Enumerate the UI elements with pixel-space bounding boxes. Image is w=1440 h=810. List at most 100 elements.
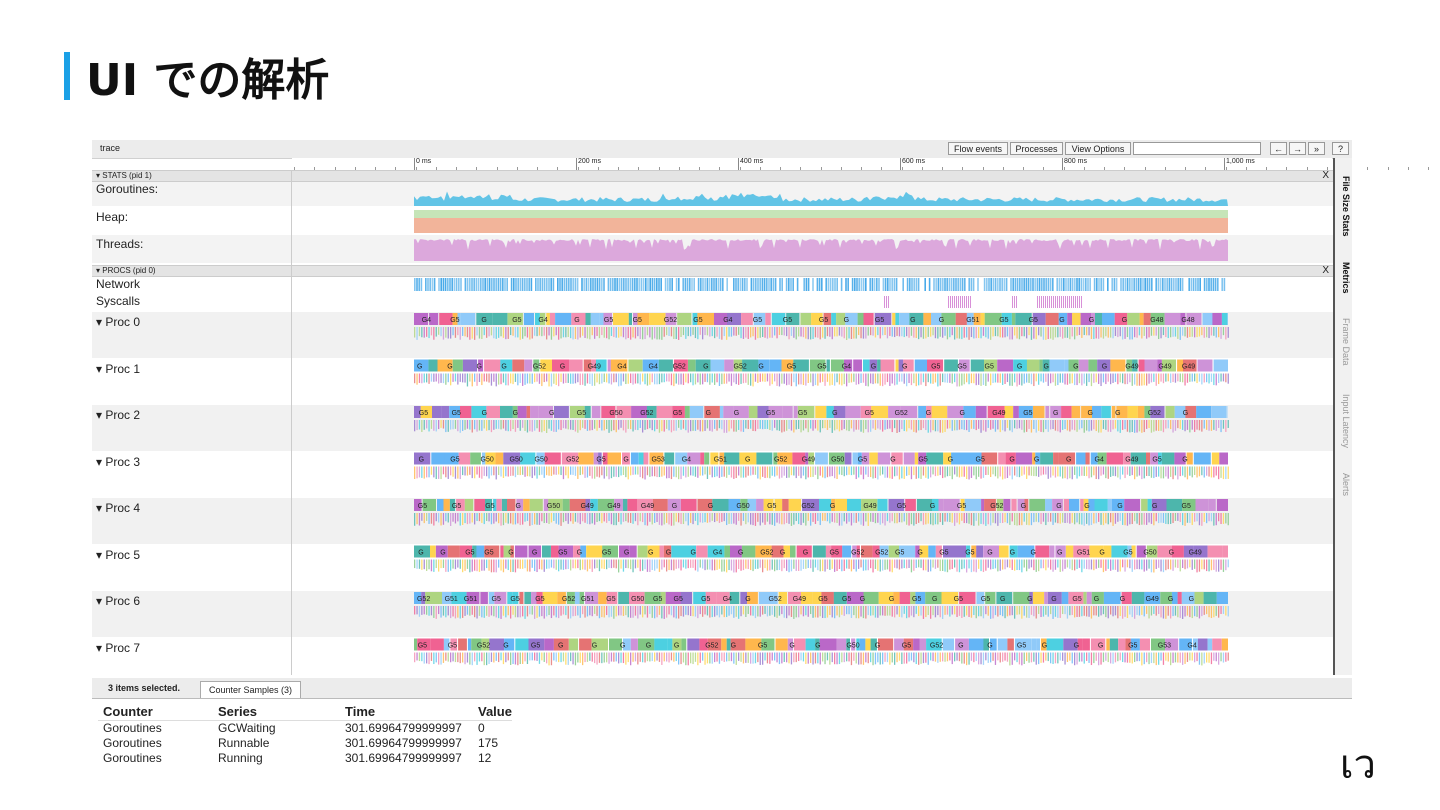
procs-group-header[interactable]: ▾ PROCS (pid 0) X	[92, 265, 1333, 277]
goroutine-substripe	[632, 513, 634, 524]
table-row[interactable]: Goroutines Running 301.69964799999997 12	[98, 751, 512, 766]
goroutine-substripe	[747, 559, 749, 570]
goroutine-slice	[865, 638, 871, 651]
goroutine-substripe	[992, 373, 994, 383]
proc-label-1[interactable]: ▾ Proc 1	[96, 361, 141, 376]
syscall-event	[1037, 296, 1038, 308]
proc-label-4[interactable]: ▾ Proc 4	[96, 501, 141, 515]
goroutine-slice	[925, 592, 942, 604]
goroutine-substripe	[582, 373, 584, 385]
side-tab-alerts[interactable]: Alerts	[1341, 473, 1351, 497]
goroutine-substripe	[1112, 373, 1114, 383]
side-tab-frame-data[interactable]: Frame Data	[1341, 318, 1351, 366]
goroutine-substripe	[1093, 327, 1095, 340]
goroutine-substripe	[1122, 559, 1124, 568]
proc-label-2[interactable]: ▾ Proc 2	[96, 408, 141, 422]
goroutine-substripe	[1220, 466, 1222, 478]
goroutine-substripe	[697, 606, 699, 619]
proc-label-6[interactable]: ▾ Proc 6	[96, 594, 141, 608]
goroutine-substripe	[766, 466, 769, 478]
goroutine-substripe	[1143, 420, 1145, 433]
goroutine-substripe	[781, 466, 783, 478]
table-row[interactable]: Goroutines Runnable 301.69964799999997 1…	[98, 736, 512, 751]
processes-button[interactable]: Processes	[1010, 142, 1063, 155]
goroutine-slice	[568, 638, 579, 651]
network-event	[440, 278, 442, 291]
proc-label-3[interactable]: ▾ Proc 3	[96, 454, 141, 469]
proc-label-7[interactable]: ▾ Proc 7	[96, 640, 141, 655]
view-options-button[interactable]: View Options	[1065, 142, 1131, 155]
ruler-tick	[496, 167, 498, 170]
goroutine-substripe	[1057, 513, 1059, 524]
goroutine-substripe	[958, 327, 961, 339]
goroutine-substripe	[651, 606, 653, 618]
goroutine-slice-label: G	[1021, 503, 1026, 510]
flow-events-button[interactable]: Flow events	[948, 142, 1008, 155]
goroutine-substripe	[711, 513, 713, 521]
goroutine-substripe	[822, 559, 824, 572]
goroutine-substripe	[514, 466, 517, 478]
side-tab-input-latency[interactable]: Input Latency	[1341, 394, 1351, 449]
goroutine-substripe	[846, 466, 848, 476]
goroutine-slice	[1032, 592, 1045, 604]
forward-arrow-icon[interactable]: →	[1289, 142, 1306, 155]
goroutine-substripe	[886, 327, 889, 339]
goroutine-substripe	[1057, 327, 1059, 338]
goroutine-substripe	[999, 652, 1001, 663]
goroutine-slice	[1194, 592, 1204, 604]
side-tab-metrics[interactable]: Metrics	[1341, 262, 1351, 294]
goroutine-slice	[955, 638, 969, 651]
goroutine-substripe	[1014, 466, 1016, 476]
proc-label-0[interactable]: ▾ Proc 0	[96, 315, 141, 329]
back-arrow-icon[interactable]: ←	[1270, 142, 1287, 155]
goroutine-substripe	[802, 652, 805, 662]
goroutine-substripe	[930, 420, 932, 433]
stats-close-icon[interactable]: X	[1322, 170, 1329, 181]
table-row[interactable]: Goroutines GCWaiting 301.69964799999997 …	[98, 721, 512, 737]
goroutine-substripe	[613, 466, 615, 477]
goroutine-slice	[523, 499, 530, 511]
goroutine-substripe	[951, 559, 953, 570]
goroutine-slice-label: G	[418, 550, 423, 557]
goroutine-substripe	[942, 466, 944, 479]
goroutine-substripe	[1222, 606, 1225, 614]
network-event	[939, 278, 942, 291]
ruler-tick	[395, 167, 397, 170]
goroutine-substripe	[1009, 652, 1011, 666]
goroutine-substripe	[836, 652, 838, 665]
help-icon[interactable]: ?	[1332, 142, 1349, 155]
network-event	[491, 278, 493, 291]
goroutine-substripe	[925, 513, 927, 525]
network-event	[889, 278, 891, 291]
goroutine-slice	[562, 499, 570, 511]
goroutine-substripe	[438, 606, 440, 615]
goroutine-slice-label: G5	[452, 410, 461, 417]
procs-close-icon[interactable]: X	[1322, 265, 1329, 276]
goroutine-substripe	[1155, 652, 1157, 666]
goroutine-substripe	[466, 652, 469, 663]
tab-counter-samples[interactable]: Counter Samples (3)	[200, 681, 302, 698]
goroutine-substripe	[661, 606, 663, 619]
network-event	[944, 278, 946, 291]
goroutine-substripe	[433, 466, 435, 478]
proc-label-5[interactable]: ▾ Proc 5	[96, 547, 141, 562]
goroutine-substripe	[1018, 559, 1021, 571]
side-tab-file-size-stats[interactable]: File Size Stats	[1341, 176, 1351, 237]
goroutine-substripe	[764, 466, 766, 479]
goroutine-substripe	[726, 606, 728, 618]
more-icon[interactable]: »	[1308, 142, 1325, 155]
goroutine-substripe	[644, 559, 646, 570]
goroutine-substripe	[1122, 327, 1124, 340]
search-input[interactable]	[1133, 142, 1261, 155]
network-event	[506, 278, 508, 291]
goroutine-substripe	[507, 420, 509, 432]
network-event	[442, 278, 445, 291]
goroutine-substripe	[1203, 606, 1205, 615]
goroutine-substripe	[910, 327, 913, 336]
stats-group-header[interactable]: ▾ STATS (pid 1) X	[92, 170, 1333, 182]
goroutine-substripe	[649, 373, 651, 385]
trace-timeline[interactable]: G4 G5 G G5 G4 G G5 G5 G52 G5 G4 G5 G5 G5 G G5 G G G51 G5 G5 G…	[92, 140, 1333, 678]
syscall-event	[1071, 296, 1072, 308]
goroutine-substripe	[478, 373, 481, 382]
goroutine-substripe	[807, 652, 809, 664]
